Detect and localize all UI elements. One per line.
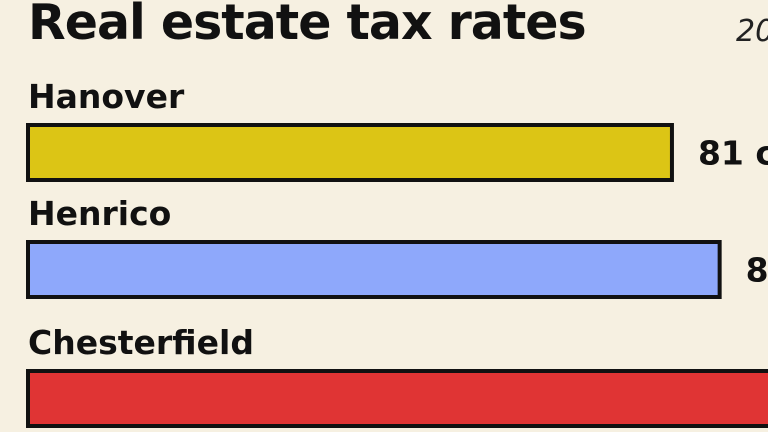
category-label-chesterfield: Chesterfield (28, 323, 254, 362)
bar-henrico (26, 240, 722, 299)
category-label-hanover: Hanover (28, 77, 185, 116)
bar-hanover (26, 123, 674, 182)
value-label-henrico: 87 (746, 251, 768, 290)
bar-chesterfield (26, 369, 768, 428)
chart-title: Real estate tax rates (28, 0, 587, 51)
value-label-hanover: 81 c (698, 134, 768, 173)
chart-subtitle: 20 (736, 14, 768, 49)
category-label-henrico: Henrico (28, 194, 171, 233)
